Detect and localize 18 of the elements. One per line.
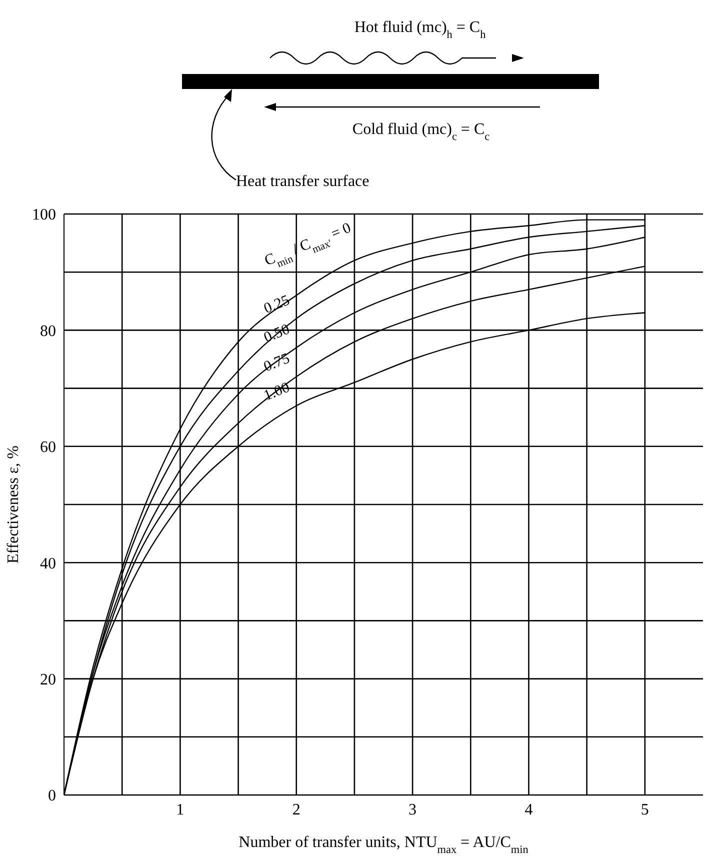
y-axis-title: Effectiveness ε, %: [5, 446, 22, 564]
y-tick-label: 0: [48, 788, 56, 805]
x-axis-title: Number of transfer units, NTU$_{max}$ = AU/C$_{min}$: [238, 834, 529, 856]
y-tick-label: 40: [40, 555, 56, 572]
text: Cold fluid (mc)$_{c}$ = C$_{c}$: [352, 121, 490, 143]
text: 0.25: [262, 292, 292, 318]
x-tick-label: 3: [408, 801, 417, 818]
y-tick-label: 60: [40, 439, 56, 456]
text: Heat transfer surface: [236, 173, 370, 190]
y-tick-label: 20: [40, 671, 56, 688]
x-tick-label: 4: [524, 801, 533, 818]
text: 0.75: [262, 350, 292, 376]
x-tick-label: 1: [176, 801, 184, 818]
y-tick-label: 100: [32, 206, 56, 224]
text: Hot fluid (mc)$_{h}$ = C$_{h}$: [354, 19, 486, 41]
y-tick-label: 80: [40, 322, 56, 340]
x-tick-label: 5: [640, 801, 649, 818]
x-tick-label: 2: [292, 801, 300, 818]
